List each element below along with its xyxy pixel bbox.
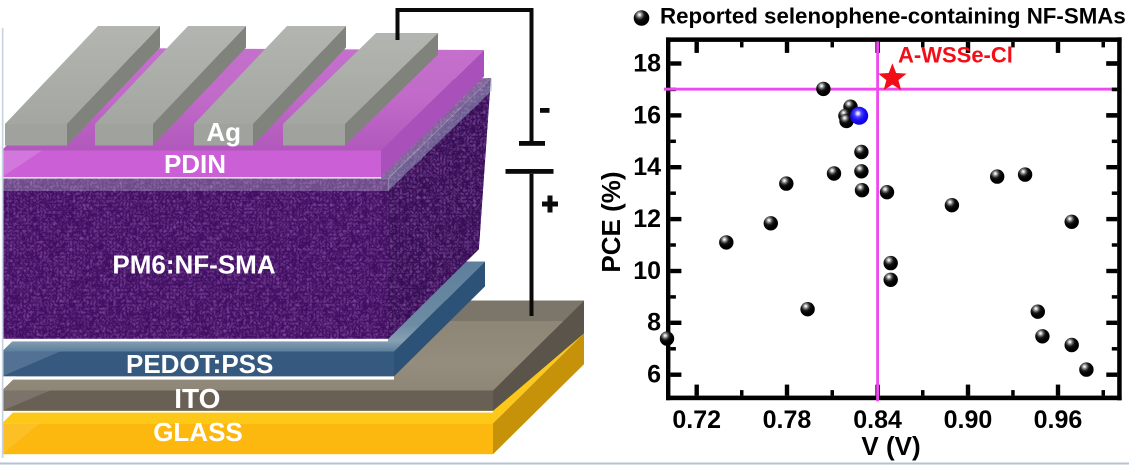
svg-text:14: 14	[633, 153, 661, 181]
svg-text:Ag: Ag	[206, 117, 241, 147]
svg-text:12: 12	[633, 205, 661, 233]
svg-text:10: 10	[633, 257, 661, 285]
svg-text:0.90: 0.90	[944, 406, 993, 434]
svg-text:PDIN: PDIN	[164, 149, 226, 179]
svg-text:16: 16	[633, 101, 661, 129]
svg-text:6: 6	[647, 361, 661, 389]
svg-text:PM6:NF-SMA: PM6:NF-SMA	[112, 250, 275, 280]
svg-text:Reported selenophene-containin: Reported selenophene-containing NF-SMAs	[660, 4, 1126, 29]
svg-text:0.78: 0.78	[763, 406, 812, 434]
svg-text:PEDOT:PSS: PEDOT:PSS	[126, 349, 273, 379]
svg-text:8: 8	[647, 309, 661, 337]
svg-text:18: 18	[633, 49, 661, 77]
svg-text:ITO: ITO	[174, 383, 220, 414]
svg-text:A-WSSe-Cl: A-WSSe-Cl	[898, 43, 1013, 68]
svg-text:V (V): V (V)	[861, 431, 920, 461]
svg-text:0.72: 0.72	[672, 406, 721, 434]
svg-text:PCE (%): PCE (%)	[596, 171, 626, 272]
svg-text:0.84: 0.84	[853, 406, 902, 434]
svg-text:GLASS: GLASS	[153, 417, 243, 447]
svg-text:0.96: 0.96	[1034, 406, 1083, 434]
